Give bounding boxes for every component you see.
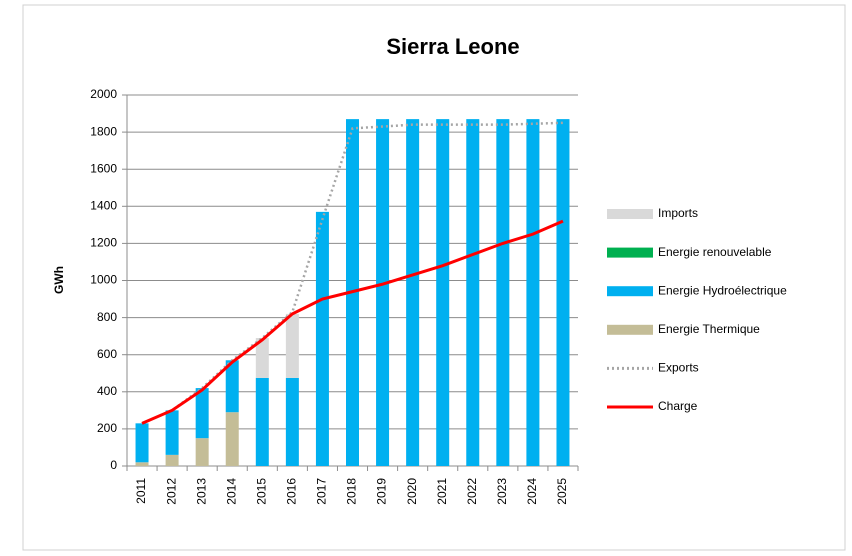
legend-label: Exports: [658, 361, 699, 375]
bar-segment: [195, 438, 209, 466]
x-tick-label: 2024: [525, 478, 539, 505]
x-tick-label: 2020: [405, 478, 419, 505]
y-tick-label: 0: [110, 458, 117, 472]
bar-segment: [406, 119, 420, 467]
x-tick-label: 2013: [194, 478, 208, 505]
bar-segment: [225, 360, 239, 413]
bar-segment: [526, 119, 540, 467]
legend-label: Energie renouvelable: [658, 245, 772, 259]
y-tick-label: 800: [97, 310, 117, 324]
bar-segment: [165, 454, 179, 466]
bar-segment: [436, 119, 450, 467]
bar-segment: [225, 412, 239, 466]
x-tick-label: 2015: [254, 478, 268, 505]
y-tick-label: 400: [97, 384, 117, 398]
legend-swatch: [607, 209, 653, 219]
legend-label: Energie Thermique: [658, 322, 760, 336]
y-tick-label: 1600: [90, 161, 117, 175]
legend-swatch: [607, 247, 653, 258]
bar-segment: [135, 423, 149, 463]
bar-segment: [135, 462, 149, 466]
x-tick-label: 2023: [495, 478, 509, 505]
x-tick-label: 2021: [435, 478, 449, 505]
y-tick-label: 600: [97, 347, 117, 361]
bar-segment: [195, 388, 209, 439]
legend-label: Imports: [658, 206, 698, 220]
y-tick-label: 1000: [90, 273, 117, 287]
y-tick-label: 200: [97, 421, 117, 435]
y-tick-label: 1800: [90, 124, 117, 138]
chart-frame: [22, 4, 846, 551]
bar-segment: [285, 377, 299, 466]
x-tick-label: 2012: [164, 478, 178, 505]
bar-segment: [556, 119, 570, 467]
legend-label: Energie Hydroélectrique: [658, 283, 787, 297]
x-tick-label: 2011: [134, 478, 148, 504]
x-tick-label: 2017: [315, 478, 329, 505]
x-tick-label: 2014: [224, 478, 238, 505]
line-series: [141, 121, 564, 425]
x-tick-label: 2018: [345, 478, 359, 505]
bar-segment: [466, 119, 480, 467]
y-tick-label: 2000: [90, 87, 117, 101]
legend-swatch: [607, 286, 653, 297]
bar-segment: [315, 211, 329, 466]
x-tick-label: 2016: [285, 478, 299, 505]
bar-segment: [376, 119, 390, 467]
y-axis-label: GWh: [52, 266, 66, 294]
bar-segment: [285, 313, 299, 378]
legend-label: Charge: [658, 399, 698, 413]
bar-segment: [165, 410, 179, 455]
legend-swatch: [607, 324, 653, 335]
chart-title: Sierra Leone: [386, 34, 519, 59]
bar-segment: [496, 119, 510, 467]
y-tick-label: 1200: [90, 236, 117, 250]
x-tick-label: 2019: [375, 478, 389, 505]
bar-segment: [255, 338, 269, 378]
line-series: [141, 219, 564, 425]
y-tick-label: 1400: [90, 198, 117, 212]
x-tick-label: 2025: [555, 478, 569, 505]
x-tick-label: 2022: [465, 478, 479, 505]
bar-segment: [255, 377, 269, 466]
